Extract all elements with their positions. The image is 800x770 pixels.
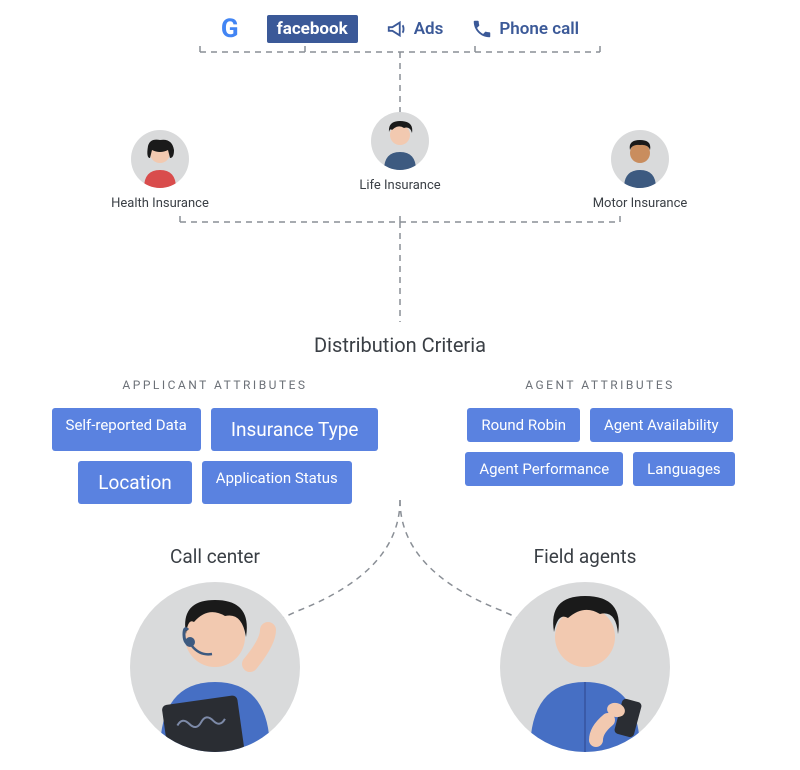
insurance-types-row: Health Insurance Life Insurance Motor In… — [0, 130, 800, 211]
chip-languages: Languages — [633, 452, 735, 486]
source-google: G — [221, 14, 239, 44]
phone-icon — [471, 18, 493, 40]
facebook-icon: facebook — [267, 15, 358, 43]
avatar-health-circle — [131, 130, 189, 188]
chip-round-robin: Round Robin — [467, 408, 580, 442]
google-icon: G — [221, 14, 239, 44]
avatar-motor-circle — [611, 130, 669, 188]
life-label: Life Insurance — [340, 178, 460, 193]
agent-chips: Round Robin Agent Availability Agent Per… — [420, 408, 780, 486]
destination-field-agents: Field agents — [500, 545, 670, 752]
field-agents-avatar — [500, 582, 670, 752]
chip-application-status: Application Status — [202, 461, 352, 504]
source-ads: Ads — [386, 18, 444, 40]
agent-attributes: AGENT ATTRIBUTES Round Robin Agent Avail… — [420, 378, 780, 486]
lead-sources-row: G facebook Ads Phone call — [0, 14, 800, 44]
source-facebook: facebook — [267, 15, 358, 43]
avatar-health: Health Insurance — [100, 130, 220, 211]
applicant-attributes: APPLICANT ATTRIBUTES Self-reported Data … — [35, 378, 395, 504]
destination-call-center: Call center — [130, 545, 300, 752]
avatar-life-circle — [371, 112, 429, 170]
distribution-criteria-title: Distribution Criteria — [0, 333, 800, 357]
field-agents-title: Field agents — [500, 545, 670, 568]
call-center-avatar — [130, 582, 300, 752]
ads-label: Ads — [414, 19, 444, 39]
motor-label: Motor Insurance — [580, 196, 700, 211]
phone-label: Phone call — [499, 19, 579, 39]
agent-header: AGENT ATTRIBUTES — [420, 378, 780, 392]
call-center-title: Call center — [130, 545, 300, 568]
megaphone-icon — [386, 18, 408, 40]
source-phone: Phone call — [471, 18, 579, 40]
chip-location: Location — [78, 461, 192, 504]
chip-performance: Agent Performance — [465, 452, 623, 486]
avatar-motor: Motor Insurance — [580, 130, 700, 211]
avatar-life: Life Insurance — [340, 112, 460, 211]
connector-criteria — [160, 216, 640, 326]
chip-availability: Agent Availability — [590, 408, 733, 442]
applicant-chips: Self-reported Data Insurance Type Locati… — [35, 408, 395, 504]
health-label: Health Insurance — [100, 196, 220, 211]
chip-insurance-type: Insurance Type — [211, 408, 379, 451]
chip-self-reported: Self-reported Data — [52, 408, 201, 451]
applicant-header: APPLICANT ATTRIBUTES — [35, 378, 395, 392]
